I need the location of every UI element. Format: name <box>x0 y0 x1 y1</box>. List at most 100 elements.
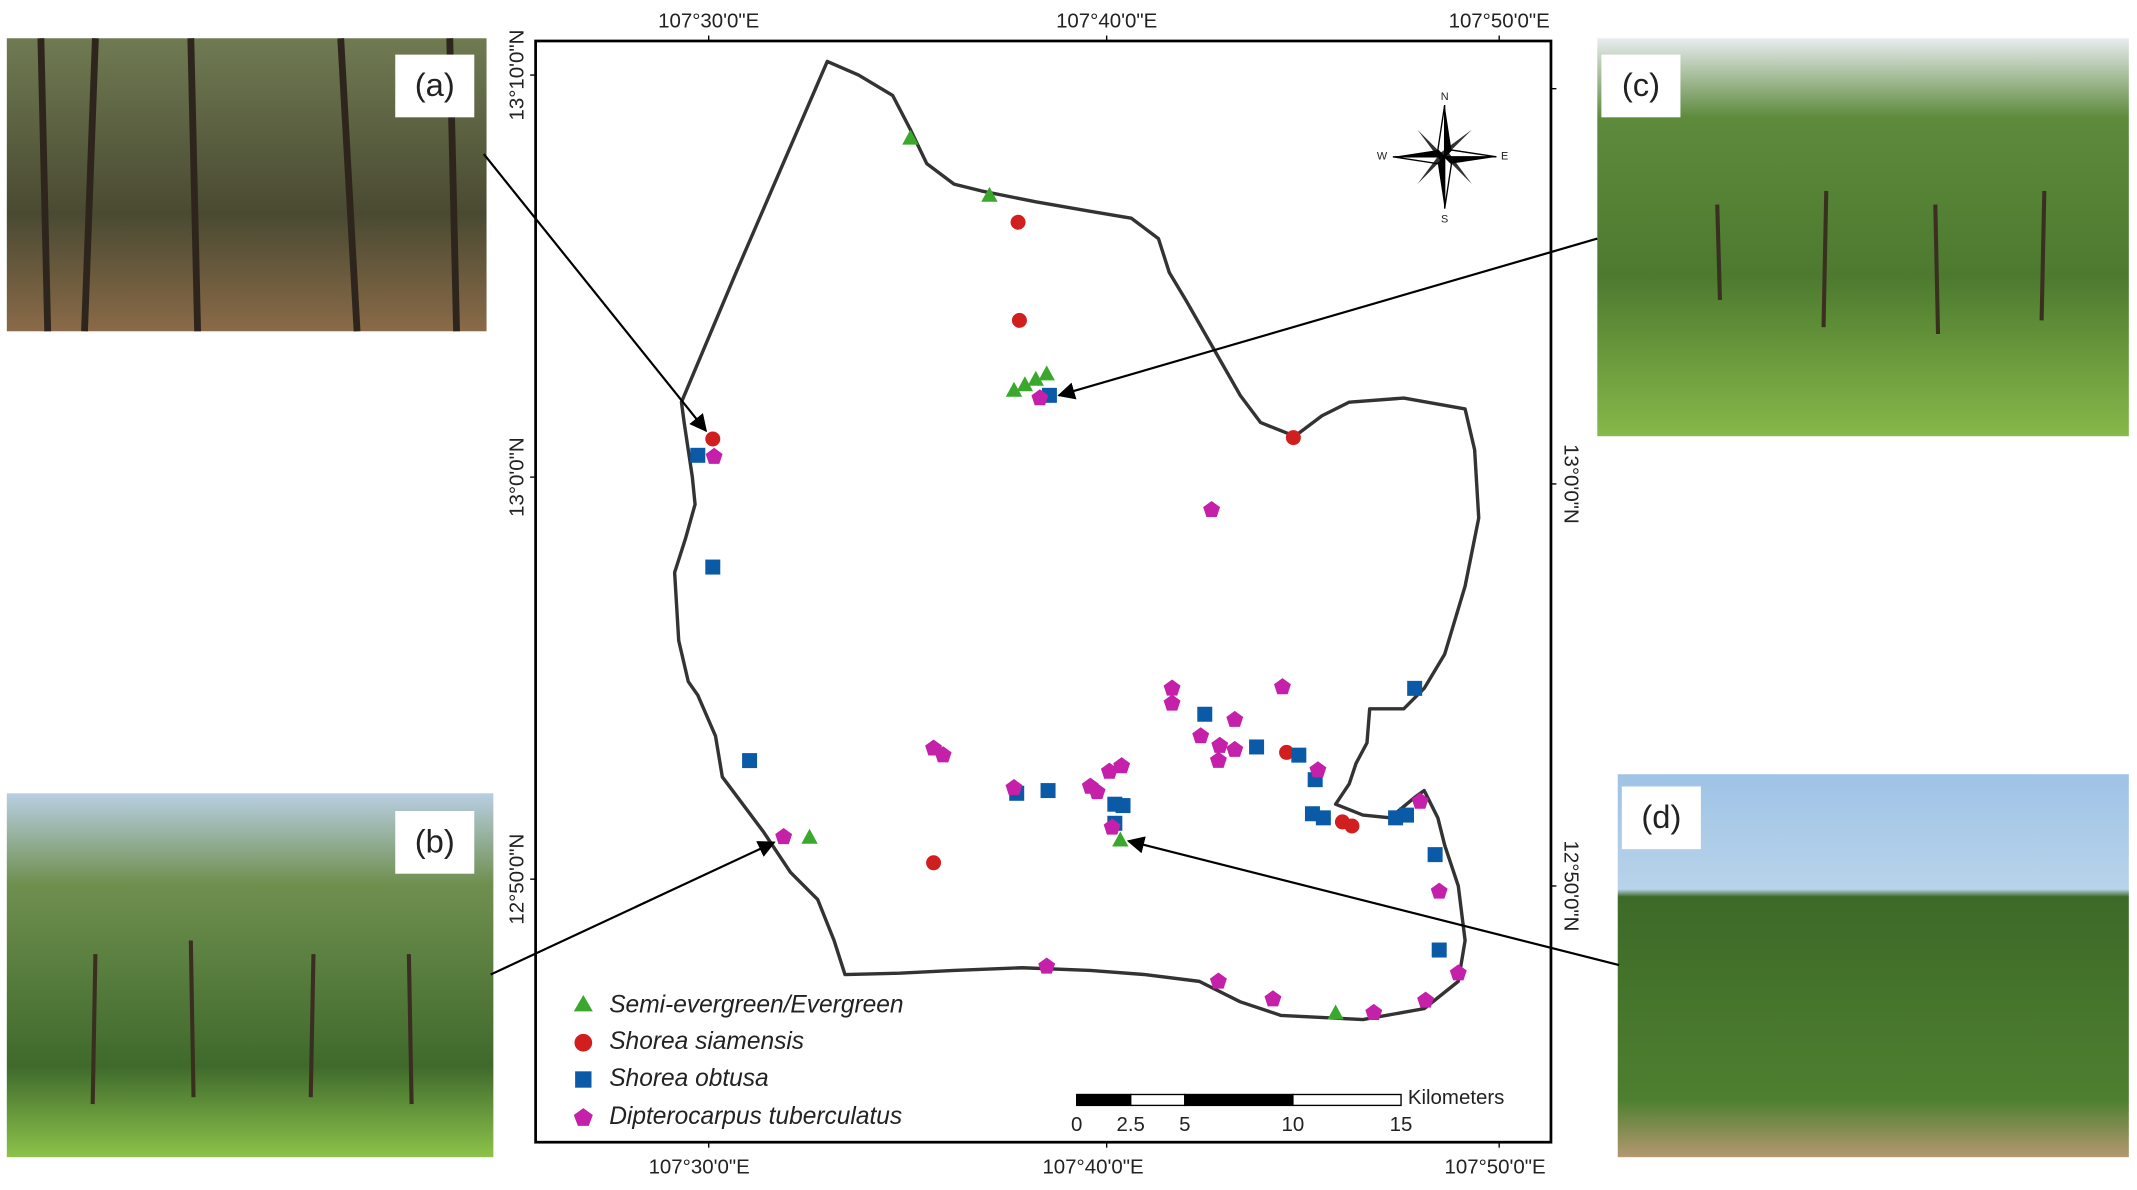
photo-label: (b) <box>415 822 455 859</box>
scale-bar: Kilometers 0 2.5 5 10 15 <box>1071 1086 1504 1136</box>
shorea-siamensis-point <box>1279 744 1295 760</box>
dipterocarpus-point <box>1163 694 1181 711</box>
shorea-obtusa-point <box>1407 680 1423 696</box>
evergreen-point <box>801 828 818 844</box>
evergreen-point <box>1027 370 1044 386</box>
scale-label: 10 <box>1282 1113 1305 1136</box>
photo-label: (c) <box>1622 66 1660 103</box>
dipterocarpus-point <box>1203 500 1221 518</box>
scale-label: 15 <box>1390 1113 1413 1136</box>
dipterocarpus-point <box>1226 740 1244 757</box>
legend: Semi-evergreen/Evergreen Shorea siamensi… <box>573 991 904 1130</box>
evergreen-point <box>1112 831 1129 847</box>
legend-label: Shorea obtusa <box>609 1065 768 1092</box>
shorea-obtusa-point <box>1040 783 1056 799</box>
dipterocarpus-point <box>1211 736 1229 753</box>
shorea-siamensis-point <box>1344 818 1360 834</box>
photo-c: (c) <box>1597 38 2129 437</box>
evergreen-point <box>1016 376 1034 392</box>
shorea-obtusa-point <box>1315 810 1331 826</box>
shorea-siamensis-point <box>926 855 942 871</box>
shorea-siamensis-point <box>705 431 721 447</box>
longitude-label: 107°50'0"E <box>1449 9 1550 32</box>
dipterocarpus-point <box>1449 964 1467 981</box>
evergreen-point <box>1327 1004 1344 1020</box>
shorea-obtusa-point <box>1431 942 1447 958</box>
shorea-obtusa-point <box>1115 798 1131 814</box>
evergreen-point <box>1005 381 1023 397</box>
legend-symbol <box>573 995 593 1012</box>
dipterocarpus-point <box>1430 882 1448 899</box>
evergreen-point <box>981 186 998 202</box>
latitude-label: 13°0'0"N <box>1560 444 1583 524</box>
dipterocarpus-point <box>1103 818 1121 835</box>
dipterocarpus-point <box>1274 678 1291 695</box>
shorea-siamensis-point <box>1011 312 1027 328</box>
shorea-siamensis-point <box>1010 214 1026 230</box>
study-area-boundary <box>672 59 1481 1022</box>
dipterocarpus-point <box>775 828 793 845</box>
scale-label: 5 <box>1179 1113 1190 1136</box>
shorea-obtusa-point <box>690 447 706 463</box>
compass-label: S <box>1441 213 1448 225</box>
latitude-label: 13°0'0"N <box>505 437 528 517</box>
dipterocarpus-point <box>1264 990 1282 1007</box>
map-frame <box>534 39 1553 1144</box>
longitude-label: 107°30'0"E <box>649 1155 750 1178</box>
dipterocarpus-point <box>1192 727 1210 744</box>
scale-unit: Kilometers <box>1408 1086 1505 1109</box>
photo-a: (a) <box>6 38 487 332</box>
dipterocarpus-point <box>1100 762 1118 779</box>
legend-symbol <box>573 1108 593 1126</box>
shorea-obtusa-point <box>742 753 758 769</box>
dipterocarpus-point <box>1005 778 1023 796</box>
photo-label: (a) <box>415 66 455 103</box>
legend-label: Semi-evergreen/Evergreen <box>609 991 903 1018</box>
shorea-obtusa-point <box>1249 739 1265 755</box>
latitude-label: 12°50'0"N <box>1560 841 1583 932</box>
compass-label: W <box>1377 151 1388 163</box>
scale-segment <box>1130 1093 1186 1107</box>
shorea-obtusa-point <box>1291 747 1307 763</box>
dipterocarpus-point <box>1365 1003 1383 1020</box>
evergreen-point <box>902 129 919 145</box>
dipterocarpus-point <box>1113 757 1131 774</box>
longitude-label: 107°50'0"E <box>1444 1155 1545 1178</box>
photo-label: (d) <box>1641 798 1681 835</box>
dipterocarpus-point <box>1088 783 1106 800</box>
latitude-label: 13°10'0"N <box>505 30 528 121</box>
legend-symbol <box>575 1071 592 1088</box>
dipterocarpus-point <box>1309 761 1327 778</box>
dipterocarpus-point <box>705 447 723 464</box>
legend-label: Shorea siamensis <box>609 1028 804 1055</box>
photo-b: (b) <box>6 793 494 1158</box>
legend-label: Dipterocarpus tuberculatus <box>609 1103 902 1130</box>
shorea-obtusa-point <box>705 559 721 575</box>
shorea-obtusa-point <box>1427 847 1443 863</box>
longitude-label: 107°40'0"E <box>1056 9 1157 32</box>
dipterocarpus-point <box>1038 957 1056 974</box>
shorea-siamensis-point <box>1285 430 1301 446</box>
scale-label: 2.5 <box>1117 1113 1145 1136</box>
dipterocarpus-point <box>1209 972 1227 989</box>
scale-segment <box>1075 1093 1132 1107</box>
dipterocarpus-point <box>1031 389 1049 406</box>
scale-label: 0 <box>1071 1113 1082 1136</box>
dipterocarpus-point <box>1411 792 1429 809</box>
arrows <box>482 153 1620 976</box>
scale-segment <box>1292 1093 1402 1107</box>
evergreen-point <box>1038 365 1055 381</box>
dipterocarpus-point <box>934 746 952 763</box>
dipterocarpus-point <box>1417 991 1435 1008</box>
dipterocarpus-point <box>1209 751 1227 768</box>
photo-d: (d) <box>1617 774 2129 1158</box>
scale-segment <box>1184 1093 1294 1107</box>
graticule-ticks <box>530 35 1557 1148</box>
latitude-label: 12°50'0"N <box>505 834 528 925</box>
longitude-label: 107°40'0"E <box>1042 1155 1143 1178</box>
compass-label: E <box>1501 151 1508 163</box>
dipterocarpus-point <box>1163 679 1181 696</box>
longitude-label: 107°30'0"E <box>658 9 759 32</box>
dipterocarpus-point <box>1226 710 1244 727</box>
